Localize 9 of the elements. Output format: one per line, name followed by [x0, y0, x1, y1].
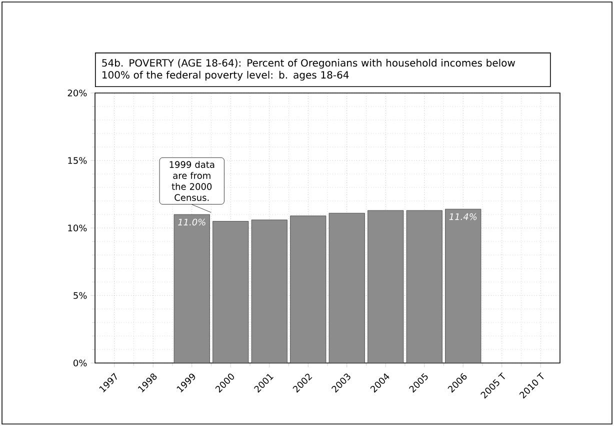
y-tick-label: 10%	[68, 224, 87, 232]
data-label: 11.4%	[449, 213, 477, 220]
y-tick-label: 20%	[68, 90, 87, 96]
y-tick-label: 5%	[74, 292, 87, 299]
data-label: 11.0%	[178, 218, 206, 226]
y-tick-label: 0%	[74, 360, 87, 366]
y-tick-label: 15%	[68, 157, 87, 164]
annotation: 1999 data are from the 2000 Census.	[170, 160, 214, 201]
chart-title: 54b. POVERTY (AGE 18-64): Percent of Oregonians with household incomes below 100% of the federal poverty level: b. ages 18-64	[102, 58, 515, 81]
